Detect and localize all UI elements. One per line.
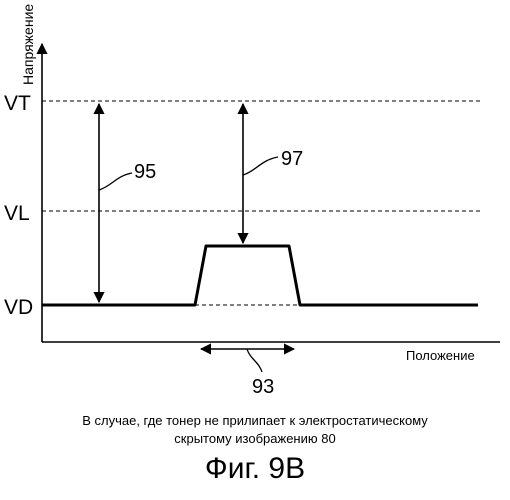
figure-label: Фиг. 9В [0, 452, 510, 486]
x-axis-label: Положение [406, 348, 475, 363]
vd-label: VD [4, 296, 33, 319]
vl-label: VL [4, 202, 30, 225]
y-axis-label: Напряжение [20, 4, 36, 85]
caption-line-1: В случае, где тонер не прилипает к элект… [0, 412, 510, 430]
callout-93: 93 [252, 376, 274, 398]
callout-95: 95 [134, 161, 156, 183]
leader-93 [247, 349, 262, 372]
leader-97 [243, 157, 278, 175]
potential-profile [42, 246, 478, 305]
vt-label: VT [4, 92, 31, 115]
leader-95 [99, 173, 132, 190]
voltage-position-diagram: Напряжение Положение VT VL VD 95 97 93 [0, 0, 510, 400]
caption-line-2: скрытому изображению 80 [0, 430, 510, 448]
callout-97: 97 [281, 148, 303, 170]
